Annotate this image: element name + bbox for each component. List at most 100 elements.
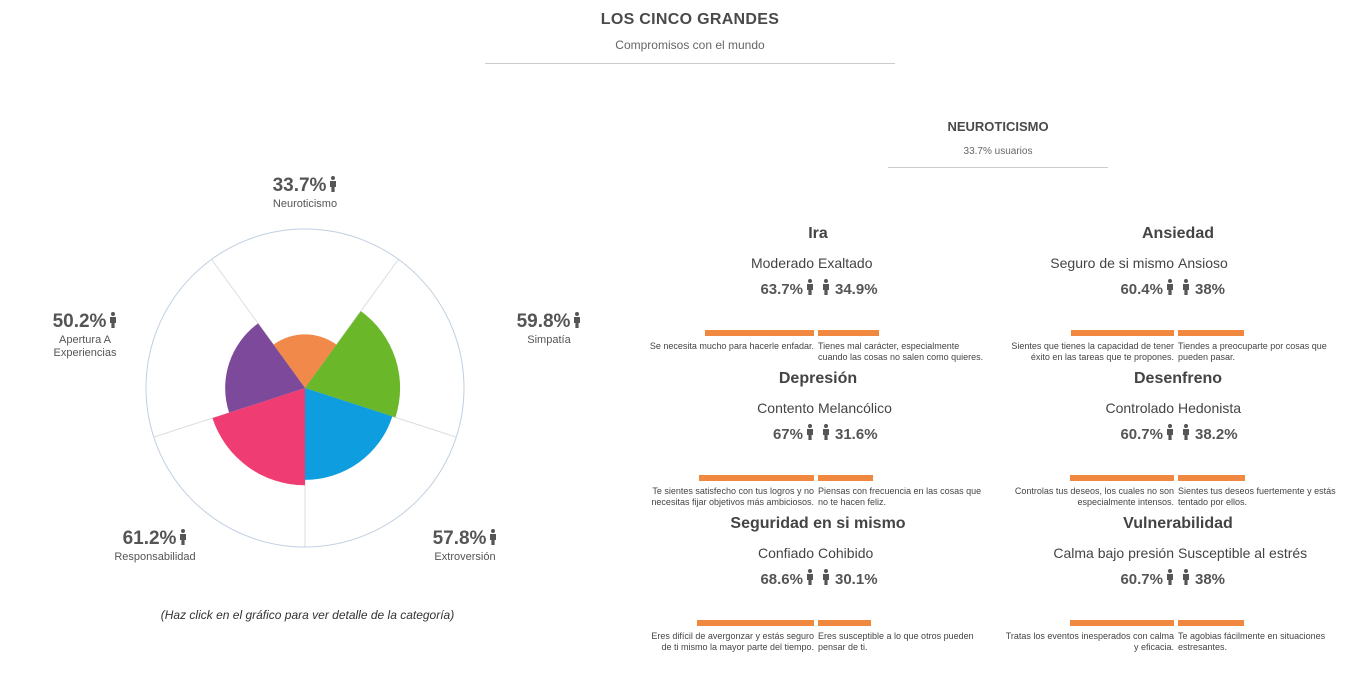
facet-pole-bar	[705, 330, 814, 336]
facet-pole-label: Contento	[757, 400, 814, 416]
facet-title: Ira	[808, 225, 828, 242]
person-icon	[574, 312, 581, 328]
chart-category-name: Apertura A Experiencias	[10, 334, 160, 360]
chart-label-4[interactable]: 50.2% Apertura A Experiencias	[10, 311, 160, 360]
facet-left-pole: Calma bajo presión 60.7% Tratas los evento…	[1003, 545, 1174, 652]
category-title: NEUROTICISMO	[947, 119, 1049, 134]
facet-pole-percent: 60.7%	[1003, 569, 1174, 588]
facet-pole-description: Controlas tus deseos, los cuales no son …	[1014, 486, 1174, 507]
facet-pole-percent: 38.2%	[1178, 424, 1349, 443]
chart-slice-1[interactable]	[305, 311, 401, 418]
facet-card: Depresión Contento 67% Te sientes satisfech…	[643, 370, 993, 507]
percent-value: 60.7%	[1120, 571, 1163, 588]
facet-pole-bar	[818, 620, 871, 626]
percent-value: 50.2%	[52, 311, 107, 332]
percent-value: 57.8%	[432, 528, 487, 549]
chart-category-name: Extroversión	[390, 551, 540, 564]
chart-label-3[interactable]: 61.2% Responsabilidad	[80, 528, 230, 564]
page-subtitle: Compromisos con el mundo	[615, 38, 765, 52]
facet-pole-description: Tratas los eventos inesperados con calma…	[1005, 631, 1174, 652]
chart-slice-2[interactable]	[305, 388, 393, 480]
facet-right-pole: Melancólico 31.6% Piensas con frecuencia e…	[818, 400, 989, 507]
chart-percent-label: 57.8%	[390, 528, 540, 550]
facet-left-pole: Controlado 60.7% Controlas tus deseos, los…	[1003, 400, 1174, 507]
percent-value: 59.8%	[516, 311, 571, 332]
facet-pole-label: Moderado	[750, 255, 814, 271]
chart-category-name: Neuroticismo	[230, 198, 380, 211]
facet-pole-bar	[1178, 330, 1245, 336]
facet-pole-bar	[818, 475, 874, 481]
facet-pole-percent: 38%	[1178, 569, 1349, 588]
percent-value: 60.4%	[1120, 281, 1163, 298]
facet-pole-bar	[1070, 330, 1174, 336]
facet-pole-percent: 60.4%	[1003, 279, 1174, 298]
person-icon	[807, 424, 813, 440]
facet-pole-percent: 68.6%	[643, 569, 814, 588]
chart-percent-label: 50.2%	[10, 311, 160, 333]
chart-label-2[interactable]: 57.8% Extroversión	[390, 528, 540, 564]
percent-value: 63.7%	[760, 281, 803, 298]
facet-pole-description: Se necesita mucho para hacerle enfadar.	[649, 341, 814, 351]
facet-pole-bar	[1070, 475, 1174, 481]
percent-value: 34.9%	[835, 281, 878, 298]
chart-hint: (Haz click en el gráfico para ver detall…	[160, 608, 455, 622]
facet-pole-description: Sientes que tienes la capacidad de tener…	[1011, 341, 1174, 362]
header-divider	[485, 63, 895, 64]
chart-label-1[interactable]: 59.8% Simpatía	[474, 311, 624, 347]
percent-value: 67%	[772, 426, 803, 443]
grid-spoke	[304, 387, 457, 438]
person-icon	[1183, 569, 1189, 585]
person-icon	[807, 279, 813, 295]
facet-pole-description: Tiendes a preocuparte por cosas que pued…	[1178, 341, 1327, 362]
facet-pole-bar	[818, 330, 879, 336]
chart-slice-4[interactable]	[225, 323, 305, 413]
chart-slice-3[interactable]	[212, 388, 305, 486]
big-five-polar-chart[interactable]	[0, 150, 610, 600]
facet-pole-percent: 38%	[1178, 279, 1349, 298]
person-icon	[330, 176, 337, 192]
person-icon	[823, 424, 829, 440]
facet-pole-description: Sientes tus deseos fuertemente y estás t…	[1178, 486, 1336, 507]
chart-percent-label: 33.7%	[230, 175, 380, 197]
page-header: LOS CINCO GRANDES Compromisos con el mun…	[485, 0, 895, 64]
facet-pole-bar	[696, 620, 814, 626]
percent-value: 68.6%	[760, 571, 803, 588]
category-name-line: Apertura A	[59, 334, 111, 346]
facet-pole-description: Eres difícil de avergonzar y estás segur…	[651, 631, 814, 652]
category-name-line: Neuroticismo	[272, 198, 338, 210]
facet-pole-label: Calma bajo presión	[1053, 545, 1174, 561]
facet-pole-percent: 31.6%	[818, 424, 989, 443]
category-name-line: Simpatía	[527, 334, 571, 346]
chart-label-0[interactable]: 33.7% Neuroticismo	[230, 175, 380, 211]
facet-right-pole: Ansioso 38% Tiendes a preocuparte por cosa…	[1178, 255, 1349, 362]
page-title: LOS CINCO GRANDES	[600, 11, 780, 28]
facet-pole-percent: 67%	[643, 424, 814, 443]
person-icon	[490, 529, 497, 545]
facet-left-pole: Confiado 68.6% Eres difícil de avergonzar …	[643, 545, 814, 652]
chart-category-name: Simpatía	[474, 334, 624, 347]
person-icon	[807, 569, 813, 585]
facet-pole-percent: 34.9%	[818, 279, 989, 298]
facet-title: Depresión	[778, 370, 858, 387]
facet-card: Seguridad en si mismo Confiado 68.6% Eres d…	[643, 515, 993, 652]
facet-title: Desenfreno	[1133, 370, 1223, 387]
percent-value: 61.2%	[122, 528, 177, 549]
facet-pole-bar	[1070, 620, 1174, 626]
chart-slice-0[interactable]	[273, 334, 337, 388]
percent-value: 60.7%	[1120, 426, 1163, 443]
facet-pole-label: Confiado	[757, 545, 814, 561]
person-icon	[1167, 569, 1173, 585]
chart-percent-label: 59.8%	[474, 311, 624, 333]
category-name-line: Responsabilidad	[114, 551, 196, 563]
facet-card: Ansiedad Seguro de si mismo 60.4% Sientes q…	[1003, 225, 1353, 362]
category-header: NEUROTICISMO 33.7% usuarios	[888, 119, 1108, 168]
facet-card: Ira Moderado 63.7% Se necesita mucho para h…	[643, 225, 993, 362]
facet-pole-label: Melancólico	[818, 400, 892, 416]
facet-pole-percent: 30.1%	[818, 569, 989, 588]
facet-title: Vulnerabilidad	[1123, 515, 1233, 532]
facet-pole-bar	[1178, 620, 1245, 626]
facet-pole-description: Eres susceptible a lo que otros pueden p…	[818, 631, 974, 652]
facet-card: Desenfreno Controlado 60.7% Controlas tus d…	[1003, 370, 1353, 507]
category-subtitle: 33.7% usuarios	[963, 146, 1033, 157]
facet-pole-label: Cohibido	[818, 545, 874, 561]
